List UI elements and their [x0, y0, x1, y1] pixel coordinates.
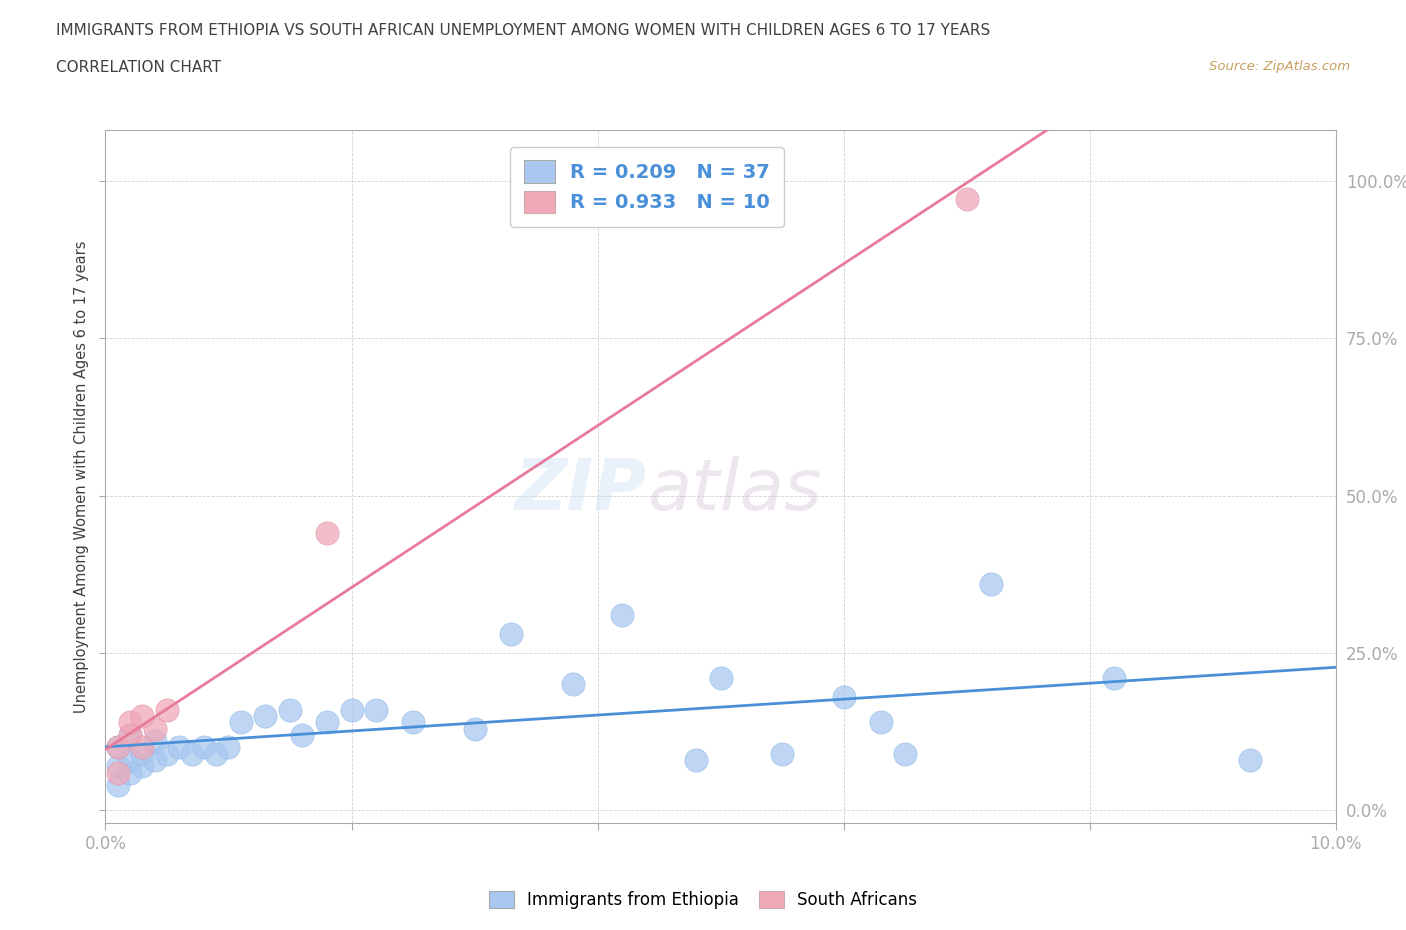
Point — [120, 727, 141, 742]
Point — [501, 627, 523, 642]
Point — [869, 715, 891, 730]
Point — [315, 525, 337, 540]
Point — [402, 715, 425, 730]
Point — [464, 721, 486, 736]
Point — [685, 752, 707, 767]
Point — [131, 746, 153, 761]
Point — [143, 734, 166, 749]
Point — [218, 740, 240, 755]
Point — [278, 702, 301, 717]
Y-axis label: Unemployment Among Women with Children Ages 6 to 17 years: Unemployment Among Women with Children A… — [73, 240, 89, 713]
Point — [956, 193, 979, 207]
Point — [169, 740, 191, 755]
Text: CORRELATION CHART: CORRELATION CHART — [56, 60, 221, 75]
Legend: Immigrants from Ethiopia, South Africans: Immigrants from Ethiopia, South Africans — [481, 883, 925, 917]
Point — [193, 740, 215, 755]
Text: ZIP: ZIP — [515, 456, 647, 525]
Point — [107, 740, 129, 755]
Point — [1104, 671, 1126, 685]
Point — [107, 740, 129, 755]
Point — [143, 752, 166, 767]
Point — [120, 765, 141, 780]
Point — [562, 677, 585, 692]
Text: Source: ZipAtlas.com: Source: ZipAtlas.com — [1209, 60, 1350, 73]
Point — [254, 709, 277, 724]
Point — [291, 727, 314, 742]
Point — [894, 746, 917, 761]
Text: atlas: atlas — [647, 456, 821, 525]
Point — [131, 759, 153, 774]
Point — [156, 746, 179, 761]
Point — [120, 727, 141, 742]
Point — [364, 702, 387, 717]
Point — [156, 702, 179, 717]
Point — [229, 715, 252, 730]
Legend: R = 0.209   N = 37, R = 0.933   N = 10: R = 0.209 N = 37, R = 0.933 N = 10 — [510, 147, 783, 227]
Point — [107, 777, 129, 792]
Point — [180, 746, 202, 761]
Point — [1239, 752, 1261, 767]
Point — [107, 765, 129, 780]
Point — [107, 759, 129, 774]
Point — [143, 721, 166, 736]
Point — [315, 715, 337, 730]
Point — [131, 709, 153, 724]
Point — [340, 702, 363, 717]
Point — [770, 746, 793, 761]
Point — [710, 671, 733, 685]
Point — [612, 608, 634, 623]
Point — [205, 746, 228, 761]
Point — [832, 690, 855, 705]
Point — [120, 715, 141, 730]
Point — [980, 577, 1002, 591]
Point — [120, 752, 141, 767]
Point — [131, 740, 153, 755]
Text: IMMIGRANTS FROM ETHIOPIA VS SOUTH AFRICAN UNEMPLOYMENT AMONG WOMEN WITH CHILDREN: IMMIGRANTS FROM ETHIOPIA VS SOUTH AFRICA… — [56, 23, 990, 38]
